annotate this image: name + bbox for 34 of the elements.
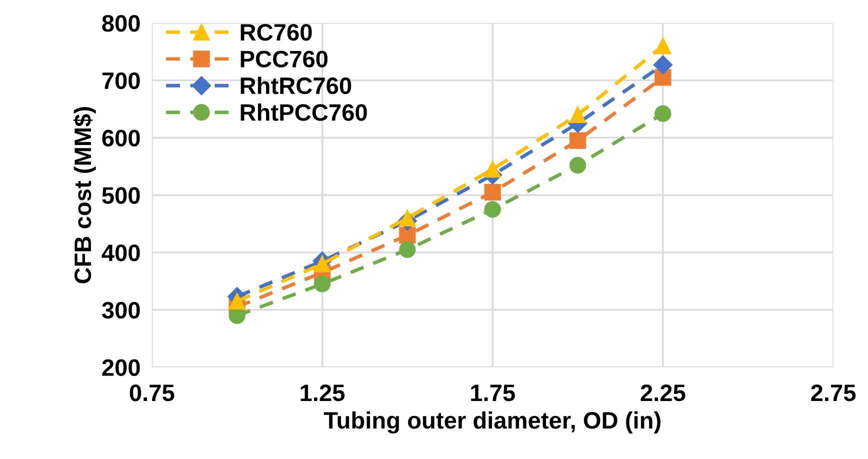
- x-tick-label: 1.25: [300, 384, 345, 402]
- y-tick-label: 600: [102, 130, 140, 146]
- x-tick-label: 2.75: [811, 384, 856, 402]
- y-tick-label: 700: [102, 72, 140, 90]
- y-axis-title: CFB cost (MM$): [73, 107, 96, 284]
- point: [314, 276, 331, 292]
- y-tick-label: 300: [102, 302, 140, 319]
- point: [399, 210, 416, 226]
- point: [654, 69, 672, 86]
- point: [654, 105, 672, 122]
- point: [654, 38, 672, 54]
- point: [569, 132, 586, 149]
- y-tick-label: 800: [102, 15, 140, 32]
- y-tick-label: 200: [102, 359, 140, 376]
- point: [484, 184, 501, 201]
- point: [314, 256, 331, 272]
- x-tick-label: 0.75: [130, 384, 174, 402]
- x-tick-label: 2.25: [640, 384, 686, 402]
- legend-label: RC760: [240, 24, 312, 41]
- legend-label: RhtRC760: [240, 76, 352, 94]
- legend-label: PCC760: [240, 50, 328, 68]
- point: [653, 55, 672, 74]
- point: [228, 292, 246, 310]
- point: [484, 160, 501, 178]
- x-axis-title: Tubing outer diameter, OD (in): [324, 411, 660, 434]
- y-tick-label: 500: [102, 187, 140, 204]
- x-tick-label: 1.75: [471, 384, 515, 402]
- point: [484, 201, 501, 218]
- point: [399, 241, 416, 258]
- point: [399, 226, 416, 244]
- legend-label: RhtPCC760: [240, 104, 367, 121]
- point: [569, 156, 586, 174]
- point: [569, 106, 586, 124]
- y-tick-label: 400: [102, 244, 140, 262]
